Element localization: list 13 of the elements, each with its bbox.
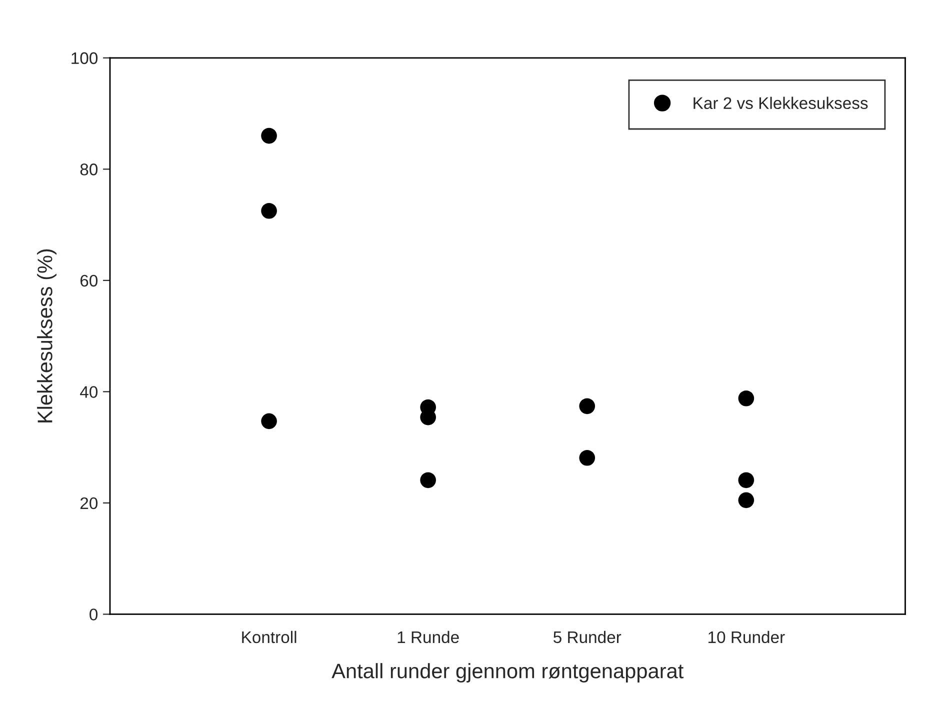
x-tick-label: Kontroll bbox=[242, 630, 296, 644]
x-tick-label: 1 Runde bbox=[398, 630, 459, 644]
legend-label: Kar 2 vs Klekkesuksess bbox=[694, 96, 868, 110]
y-tick-label: 100 bbox=[72, 52, 98, 64]
y-tick-label: 60 bbox=[80, 274, 98, 287]
y-tick-label: 80 bbox=[80, 164, 98, 176]
y-tick-label: 20 bbox=[80, 497, 98, 510]
x-tick-label: 10 Runder bbox=[708, 630, 785, 644]
y-tick-label: 40 bbox=[80, 386, 98, 398]
y-axis-title: Klekkesuksess (%) bbox=[37, 249, 56, 422]
y-tick-label: 0 bbox=[90, 608, 98, 620]
x-tick-label: 5 Runder bbox=[554, 630, 622, 644]
x-axis-title: Antall runder gjennom røntgenapparat bbox=[332, 663, 684, 683]
